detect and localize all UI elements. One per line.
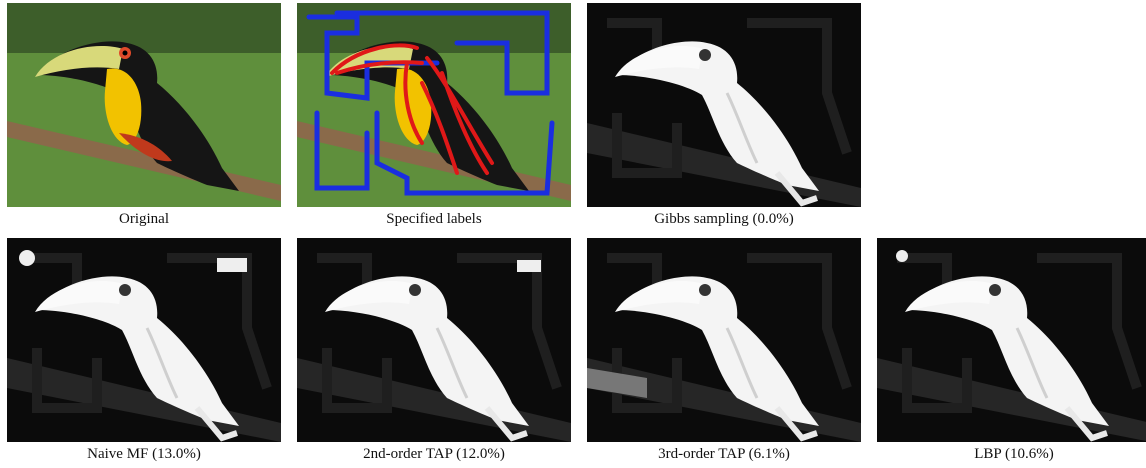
result-image (587, 3, 861, 207)
caption: Naive MF (13.0%) (7, 446, 281, 463)
caption: Original (7, 211, 281, 228)
caption: Specified labels (297, 211, 571, 228)
panel: Naive MF (13.0%) (7, 238, 281, 463)
result-image (297, 238, 571, 442)
caption: LBP (10.6%) (877, 446, 1146, 463)
caption: 2nd-order TAP (12.0%) (297, 446, 571, 463)
result-image (7, 238, 281, 442)
panel: LBP (10.6%) (877, 238, 1146, 463)
caption: 3rd-order TAP (6.1%) (587, 446, 861, 463)
photo (7, 3, 281, 207)
caption: Gibbs sampling (0.0%) (587, 211, 861, 228)
panel: Specified labels (297, 3, 571, 228)
result-image (587, 238, 861, 442)
panel: 2nd-order TAP (12.0%) (297, 238, 571, 463)
panel: 3rd-order TAP (6.1%) (587, 238, 861, 463)
panel: Original (7, 3, 281, 228)
labeled-photo (297, 3, 571, 207)
panel: Gibbs sampling (0.0%) (587, 3, 861, 228)
result-image (877, 238, 1146, 442)
page: Original Specified labels Gibbs sampling… (0, 0, 1146, 468)
